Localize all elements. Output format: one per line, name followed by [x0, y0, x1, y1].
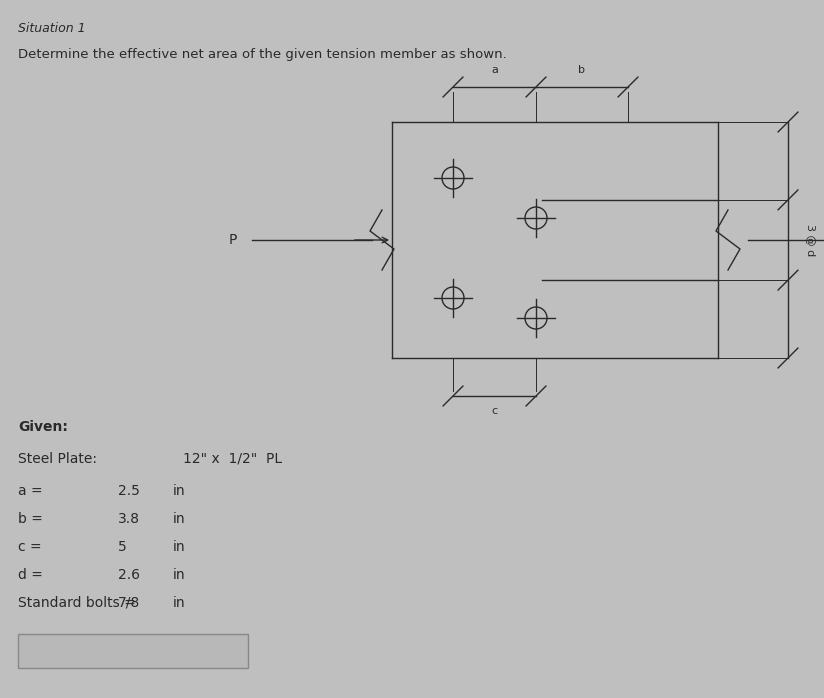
Text: Given:: Given: — [18, 420, 68, 434]
Text: 5: 5 — [118, 540, 127, 554]
Text: 3 @ d: 3 @ d — [806, 224, 816, 256]
Text: in: in — [173, 568, 185, 582]
Text: 3.8: 3.8 — [118, 512, 140, 526]
Text: in: in — [173, 596, 185, 610]
Text: 12" x  1/2"  PL: 12" x 1/2" PL — [183, 452, 282, 466]
Text: in: in — [173, 540, 185, 554]
Text: 7/8: 7/8 — [118, 596, 140, 610]
Text: c: c — [491, 406, 498, 416]
Text: b: b — [578, 65, 586, 75]
Text: Steel Plate:: Steel Plate: — [18, 452, 97, 466]
Text: d =: d = — [18, 568, 43, 582]
Text: a: a — [491, 65, 498, 75]
Text: c =: c = — [18, 540, 42, 554]
Text: b =: b = — [18, 512, 43, 526]
FancyBboxPatch shape — [18, 634, 248, 668]
Text: Determine the effective net area of the given tension member as shown.: Determine the effective net area of the … — [18, 48, 507, 61]
Text: 2.5: 2.5 — [118, 484, 140, 498]
Text: 2.6: 2.6 — [118, 568, 140, 582]
Text: Situation 1: Situation 1 — [18, 22, 86, 35]
Text: in: in — [173, 484, 185, 498]
Text: Standard bolts =: Standard bolts = — [18, 596, 136, 610]
Text: P: P — [228, 233, 237, 247]
Text: in: in — [173, 512, 185, 526]
Text: a =: a = — [18, 484, 43, 498]
